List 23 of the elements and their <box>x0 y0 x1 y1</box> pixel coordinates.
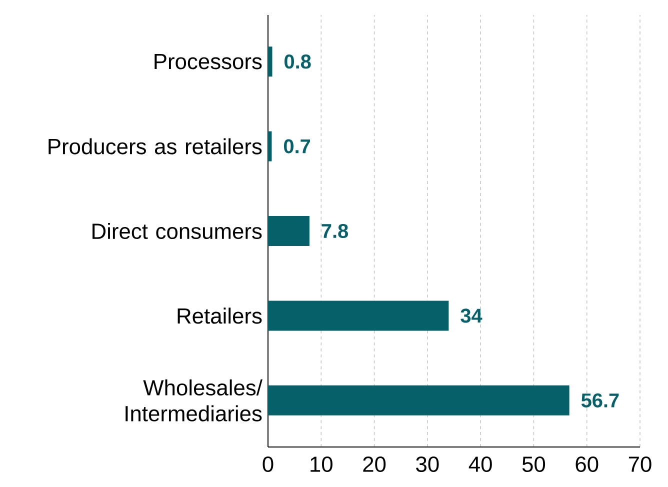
x-tick-label: 10 <box>310 456 332 472</box>
y-tick-label: Processors <box>154 54 262 70</box>
data-label: 34 <box>460 308 482 323</box>
y-tick-label: Wholesales/ Intermediaries <box>126 379 262 422</box>
data-label: 56.7 <box>581 393 619 408</box>
data-label: 7.8 <box>322 224 348 238</box>
x-tick-label: 20 <box>363 456 386 472</box>
x-tick-label: 60 <box>576 456 598 472</box>
data-label: 0.7 <box>284 139 310 154</box>
bar <box>268 216 310 246</box>
x-tick-label: 70 <box>628 456 652 472</box>
x-tick-label: 50 <box>522 456 546 472</box>
y-tick-label: Retailers <box>178 308 262 324</box>
bar <box>268 300 449 331</box>
x-tick-label: 0 <box>262 456 274 472</box>
x-tick-label: 30 <box>416 456 439 472</box>
x-tick-label: 40 <box>468 456 492 472</box>
y-tick-label: Direct consumers <box>92 222 262 240</box>
y-tick-label: Producers as retailers <box>48 138 262 154</box>
bar <box>268 46 272 77</box>
data-label: 0.8 <box>284 54 311 69</box>
bar <box>268 385 570 416</box>
bar <box>268 131 272 162</box>
